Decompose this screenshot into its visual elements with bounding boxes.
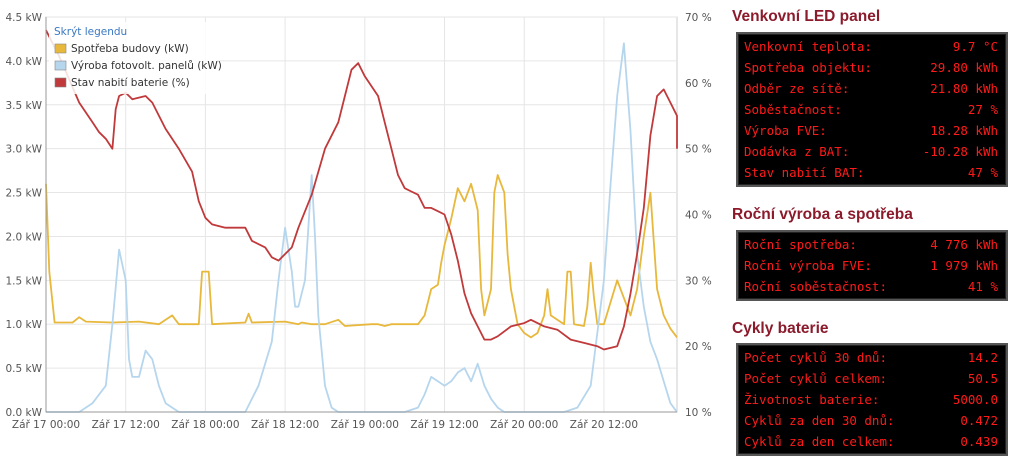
y-right-tick-label: 10 %	[685, 407, 712, 419]
led-panel-yearly: Roční spotřeba: 4 776 kWh Roční výroba FV…	[736, 230, 1008, 301]
led-row: Soběstačnost: 27 %	[738, 99, 1006, 120]
series-line-3	[45, 29, 678, 351]
led-label: Výroba FVE:	[744, 123, 827, 138]
y-left-tick-label: 3.5 kW	[6, 100, 43, 112]
led-label: Odběr ze sítě:	[744, 81, 850, 96]
legend-swatch	[54, 77, 67, 88]
led-row: Roční soběstačnost: 41 %	[738, 276, 1006, 297]
y-left-tick-label: 2.5 kW	[6, 188, 43, 200]
led-row: Životnost baterie: 5000.0	[738, 389, 1006, 410]
led-value: -10.28 kWh	[922, 144, 998, 159]
led-label: Stav nabití BAT:	[744, 165, 865, 180]
led-panel-cycles: Počet cyklů 30 dnů: 14.2 Počet cyklů celk…	[736, 343, 1008, 456]
y-right-tick-label: 30 %	[685, 275, 712, 287]
led-row: Počet cyklů celkem: 50.5	[738, 368, 1006, 389]
y-left-tick-label: 4.5 kW	[6, 12, 43, 24]
led-label: Počet cyklů 30 dnů:	[744, 350, 887, 365]
x-tick-label: Zář 17 12:00	[92, 419, 160, 431]
led-label: Spotřeba objektu:	[744, 60, 872, 75]
led-row: Odběr ze sítě: 21.80 kWh	[738, 78, 1006, 99]
led-label: Dodávka z BAT:	[744, 144, 850, 159]
led-label: Životnost baterie:	[744, 392, 880, 407]
led-value: 50.5	[967, 371, 998, 386]
energy-chart-svg: 0.0 kW 0.5 kW 1.0 kW 1.5 kW 2.0 kW 2.5 kW 3.0 …	[6, 12, 712, 431]
led-label: Roční výroba FVE:	[744, 258, 872, 273]
legend-swatch	[54, 43, 67, 54]
led-row: Roční výroba FVE: 1 979 kWh	[738, 255, 1006, 276]
side-panels: Venkovní LED panel Venkovní teplota: 9.7 …	[730, 0, 1020, 473]
led-row: Dodávka z BAT: -10.28 kWh	[738, 141, 1006, 162]
y-right-tick-label: 50 %	[685, 144, 712, 156]
led-row: Cyklů za den celkem: 0.439	[738, 431, 1006, 452]
legend-box	[49, 22, 217, 94]
panel-title-yearly: Roční výroba a spotřeba	[732, 206, 913, 223]
y-right-tick-label: 60 %	[685, 78, 712, 90]
x-tick-label: Zář 19 12:00	[410, 419, 478, 431]
led-value: 5000.0	[952, 392, 998, 407]
y-left-tick-label: 0.0 kW	[6, 407, 43, 419]
led-row: Cyklů za den 30 dnů: 0.472	[738, 410, 1006, 431]
x-tick-label: Zář 20 12:00	[570, 419, 638, 431]
y-left-tick-label: 1.5 kW	[6, 275, 43, 287]
legend-entry: Výroba fotovolt. panelů (kW)	[71, 60, 222, 72]
legend-toggle-link[interactable]: Skrýt legendu	[54, 26, 127, 38]
led-value: 47 %	[967, 165, 998, 180]
y-right-tick-label: 70 %	[685, 12, 712, 24]
y-right-tick-label: 40 %	[685, 210, 712, 222]
y-left-tick-label: 2.0 kW	[6, 231, 43, 243]
led-label: Roční soběstačnost:	[744, 279, 887, 294]
led-label: Venkovní teplota:	[744, 39, 872, 54]
led-label: Roční spotřeba:	[744, 237, 857, 252]
x-tick-label: Zář 19 00:00	[331, 419, 399, 431]
led-value: 0.439	[960, 434, 998, 449]
y-left-tick-label: 4.0 kW	[6, 56, 43, 68]
led-row: Spotřeba objektu: 29.80 kWh	[738, 57, 1006, 78]
y-left-tick-label: 1.0 kW	[6, 319, 43, 331]
led-value: 4 776 kWh	[930, 237, 998, 252]
led-value: 9.7 °C	[952, 39, 998, 54]
led-panel-outdoor: Venkovní teplota: 9.7 °C Spotřeba objektu…	[736, 32, 1008, 187]
y-left-tick-label: 0.5 kW	[6, 363, 43, 375]
led-value: 29.80 kWh	[930, 60, 998, 75]
panel-title-outdoor: Venkovní LED panel	[732, 8, 881, 25]
led-value: 18.28 kWh	[930, 123, 998, 138]
led-label: Soběstačnost:	[744, 102, 842, 117]
panel-title-cycles: Cykly baterie	[732, 320, 829, 337]
led-label: Počet cyklů celkem:	[744, 371, 887, 386]
led-value: 14.2	[967, 350, 998, 365]
x-tick-label: Zář 18 12:00	[251, 419, 319, 431]
led-value: 21.80 kWh	[930, 81, 998, 96]
led-value: 27 %	[967, 102, 998, 117]
legend-swatch	[54, 60, 67, 71]
y-right-tick-label: 20 %	[685, 341, 712, 353]
series-line-1	[45, 174, 678, 339]
energy-chart: 0.0 kW 0.5 kW 1.0 kW 1.5 kW 2.0 kW 2.5 kW 3.0 …	[6, 12, 712, 431]
led-value: 41 %	[967, 279, 998, 294]
legend-entry: Spotřeba budovy (kW)	[71, 43, 189, 55]
led-row: Počet cyklů 30 dnů: 14.2	[738, 347, 1006, 368]
y-left-tick-label: 3.0 kW	[6, 144, 43, 156]
led-value: 1 979 kWh	[930, 258, 998, 273]
led-label: Cyklů za den celkem:	[744, 434, 895, 449]
led-row: Venkovní teplota: 9.7 °C	[738, 36, 1006, 57]
legend-entry: Stav nabití baterie (%)	[71, 77, 190, 89]
x-tick-label: Zář 18 00:00	[171, 419, 239, 431]
led-row: Výroba FVE: 18.28 kWh	[738, 120, 1006, 141]
led-value: 0.472	[960, 413, 998, 428]
led-label: Cyklů za den 30 dnů:	[744, 413, 895, 428]
led-row: Roční spotřeba: 4 776 kWh	[738, 234, 1006, 255]
x-tick-label: Zář 20 00:00	[490, 419, 558, 431]
led-row: Stav nabití BAT: 47 %	[738, 162, 1006, 183]
x-tick-label: Zář 17 00:00	[12, 419, 80, 431]
